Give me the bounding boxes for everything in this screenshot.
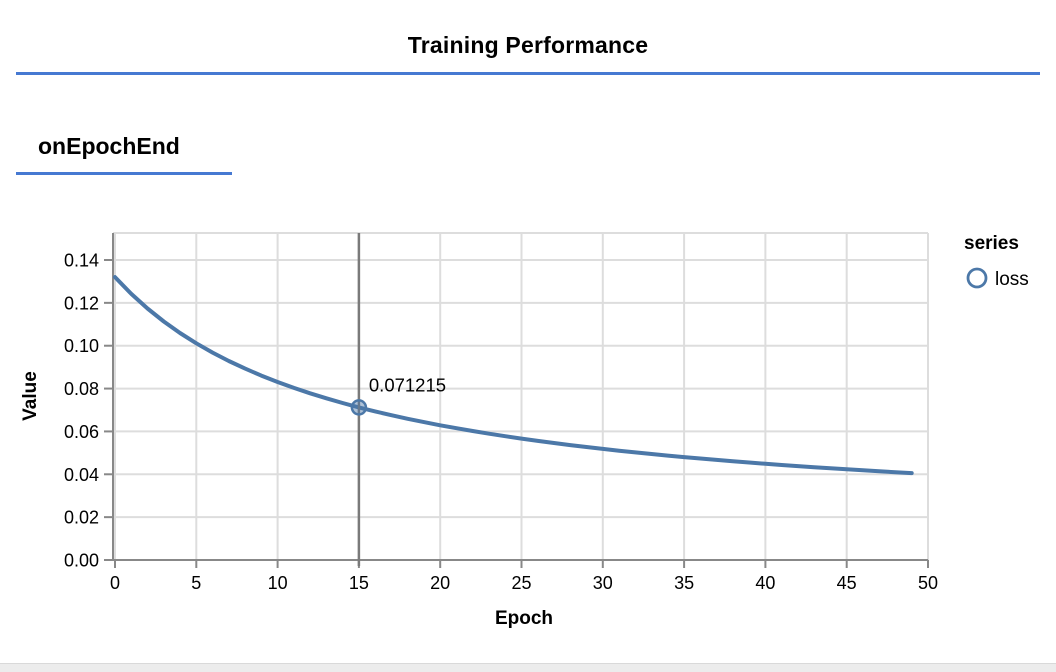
y-tick-label: 0.04 [64,465,99,485]
x-tick-label: 0 [110,573,120,593]
legend-title: series [964,233,1019,254]
footer-strip [0,663,1056,672]
hover-value-label: 0.071215 [369,374,446,395]
y-tick-label: 0.08 [64,379,99,399]
legend-label-loss[interactable]: loss [995,269,1029,290]
x-tick-label: 30 [593,573,613,593]
open-circle-icon[interactable] [966,267,988,289]
y-tick-label: 0.06 [64,422,99,442]
y-tick-label: 0.00 [64,551,99,571]
x-tick-label: 25 [511,573,531,593]
x-tick-label: 40 [755,573,775,593]
loss-line [113,275,914,476]
x-axis-title: Epoch [495,608,553,629]
title-divider [16,72,1040,75]
hover-point-marker[interactable] [350,399,368,416]
x-tick-label: 5 [191,573,201,593]
y-tick-label: 0.12 [64,293,99,313]
x-tick-label: 20 [430,573,450,593]
x-tick-label: 50 [918,573,938,593]
y-tick-label: 0.10 [64,336,99,356]
page-title: Training Performance [407,32,649,58]
y-tick-label: 0.02 [64,508,99,528]
section-heading-underline [16,172,232,175]
section-heading: onEpochEnd [38,133,180,159]
y-axis-title: Value [20,371,41,421]
x-tick-label: 35 [674,573,694,593]
x-tick-label: 15 [349,573,369,593]
x-tick-label: 10 [268,573,288,593]
x-tick-label: 45 [837,573,857,593]
y-tick-label: 0.14 [64,251,99,271]
